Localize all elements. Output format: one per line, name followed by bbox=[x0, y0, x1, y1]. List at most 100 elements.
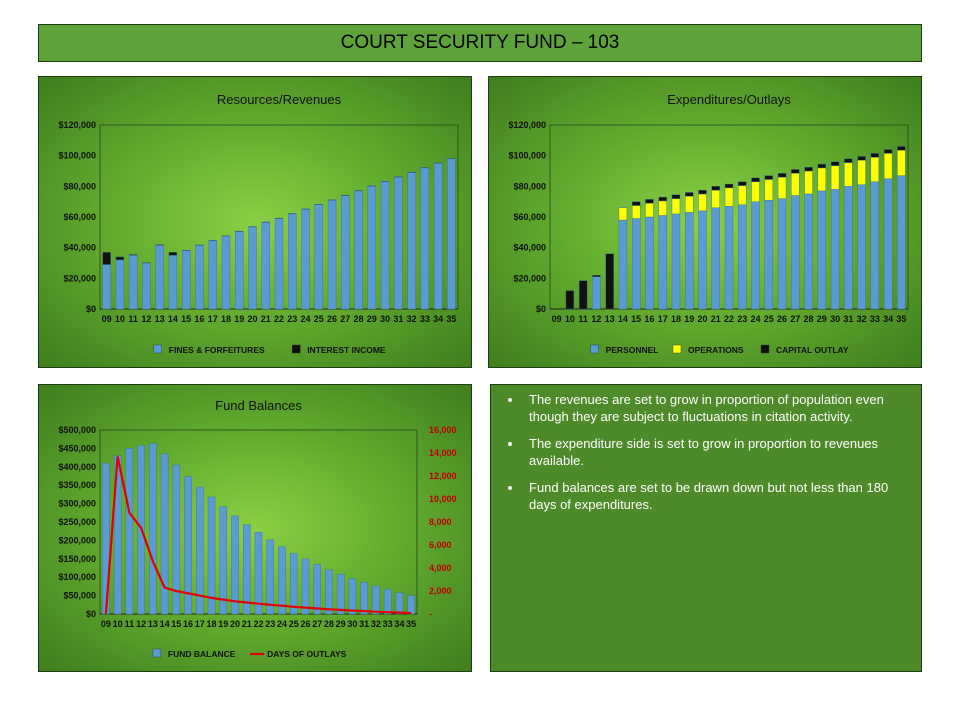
bar-segment bbox=[817, 190, 826, 310]
bar-segment bbox=[433, 162, 443, 164]
x-tick-label: 13 bbox=[148, 619, 158, 629]
x-tick-label: 10 bbox=[115, 314, 125, 324]
x-tick-label: 22 bbox=[274, 314, 284, 324]
bar-segment bbox=[394, 176, 403, 310]
bar-segment bbox=[325, 569, 333, 615]
bar-segment bbox=[184, 476, 192, 615]
x-tick-label: 21 bbox=[242, 619, 252, 629]
bar-segment bbox=[751, 201, 760, 310]
y-tick-label: $20,000 bbox=[63, 273, 96, 283]
bar-segment bbox=[791, 195, 800, 310]
bar-segment bbox=[407, 171, 416, 173]
bar-segment bbox=[658, 200, 667, 216]
legend-label: INTEREST INCOME bbox=[307, 345, 386, 355]
bar-segment bbox=[231, 515, 239, 615]
x-tick-label: 22 bbox=[724, 314, 734, 324]
x-tick-label: 32 bbox=[371, 619, 381, 629]
y-tick-label: $0 bbox=[536, 304, 546, 314]
bar-segment bbox=[235, 230, 244, 232]
bar-segment bbox=[221, 235, 231, 310]
x-tick-label: 13 bbox=[155, 314, 165, 324]
x-tick-label: 30 bbox=[347, 619, 357, 629]
bar-segment bbox=[830, 165, 840, 190]
bar-segment bbox=[341, 194, 350, 196]
x-tick-label: 14 bbox=[618, 314, 628, 324]
bar-segment bbox=[645, 202, 654, 218]
bar-segment bbox=[128, 254, 138, 256]
y2-tick-label: 2,000 bbox=[429, 586, 452, 596]
x-tick-label: 27 bbox=[340, 314, 350, 324]
bar-segment bbox=[698, 189, 707, 195]
chart-title: Resources/Revenues bbox=[217, 92, 342, 107]
x-tick-label: 27 bbox=[790, 314, 800, 324]
x-tick-label: 12 bbox=[136, 619, 146, 629]
legend-swatch bbox=[152, 648, 162, 658]
bar-segment bbox=[149, 443, 157, 615]
bar-segment bbox=[327, 199, 337, 310]
x-tick-label: 12 bbox=[141, 314, 151, 324]
y-tick-label: $250,000 bbox=[58, 517, 96, 527]
bar-segment bbox=[685, 196, 694, 213]
bar-segment bbox=[336, 574, 345, 615]
bar-segment bbox=[314, 204, 323, 310]
bar-segment bbox=[777, 176, 787, 199]
bar-segment bbox=[254, 532, 263, 615]
x-tick-label: 35 bbox=[896, 314, 906, 324]
legend-swatch bbox=[590, 344, 599, 354]
bar-segment bbox=[592, 275, 601, 277]
legend-swatch bbox=[672, 344, 682, 354]
bar-segment bbox=[671, 213, 681, 310]
bar-segment bbox=[182, 250, 191, 310]
bar-segment bbox=[791, 173, 800, 196]
bar-segment bbox=[182, 250, 191, 251]
x-tick-label: 16 bbox=[194, 314, 204, 324]
note-item: The expenditure side is set to grow in p… bbox=[523, 435, 907, 469]
y2-tick-label: 8,000 bbox=[429, 517, 452, 527]
y-tick-label: $20,000 bbox=[513, 273, 546, 283]
x-tick-label: 29 bbox=[817, 314, 827, 324]
bar-segment bbox=[341, 195, 350, 310]
bar-segment bbox=[274, 217, 284, 219]
y-tick-label: $60,000 bbox=[513, 212, 546, 222]
bar-segment bbox=[632, 201, 641, 206]
bar-segment bbox=[738, 181, 747, 186]
x-tick-label: 33 bbox=[420, 314, 430, 324]
x-tick-label: 26 bbox=[327, 314, 337, 324]
bar-segment bbox=[313, 564, 321, 615]
bar-segment bbox=[592, 276, 601, 310]
x-tick-label: 26 bbox=[777, 314, 787, 324]
bar-segment bbox=[897, 146, 906, 151]
revenues-chart-panel: Resources/Revenues $0 $20,000 $40,000 $60,00… bbox=[38, 76, 472, 368]
chart-title: Expenditures/Outlays bbox=[667, 92, 791, 107]
bar-segment bbox=[196, 486, 204, 615]
x-tick-label: 10 bbox=[565, 314, 575, 324]
legend-label: OPERATIONS bbox=[688, 345, 744, 355]
x-tick-label: 28 bbox=[324, 619, 334, 629]
y-tick-label: $100,000 bbox=[58, 572, 96, 582]
bar-segment bbox=[208, 240, 217, 242]
revenues-chart: Resources/Revenues $0 $20,000 $40,000 $60,00… bbox=[58, 92, 459, 355]
x-tick-label: 25 bbox=[764, 314, 774, 324]
bar-segment bbox=[711, 207, 720, 310]
bar-segment bbox=[724, 206, 734, 310]
bar-segment bbox=[248, 226, 257, 310]
legend-swatch bbox=[153, 344, 163, 354]
bar-segment bbox=[711, 186, 720, 191]
bar-segment bbox=[804, 166, 813, 172]
bar-segment bbox=[155, 244, 164, 246]
bar-segment bbox=[870, 156, 880, 182]
bar-segment bbox=[685, 212, 694, 310]
bar-segment bbox=[243, 524, 251, 615]
x-tick-label: 34 bbox=[433, 314, 443, 324]
x-tick-label: 31 bbox=[843, 314, 853, 324]
bar-segment bbox=[698, 193, 707, 212]
bar-segment bbox=[777, 173, 787, 178]
bar-segment bbox=[777, 198, 787, 310]
bar-segment bbox=[420, 167, 430, 310]
bar-segment bbox=[645, 199, 654, 204]
expenditures-chart: Expenditures/Outlays $0 $20,000 $40,000 $60,… bbox=[508, 92, 909, 355]
bar-segment bbox=[830, 161, 840, 166]
x-tick-label: 29 bbox=[336, 619, 346, 629]
bar-segment bbox=[125, 448, 134, 615]
bar-segment bbox=[248, 226, 257, 228]
